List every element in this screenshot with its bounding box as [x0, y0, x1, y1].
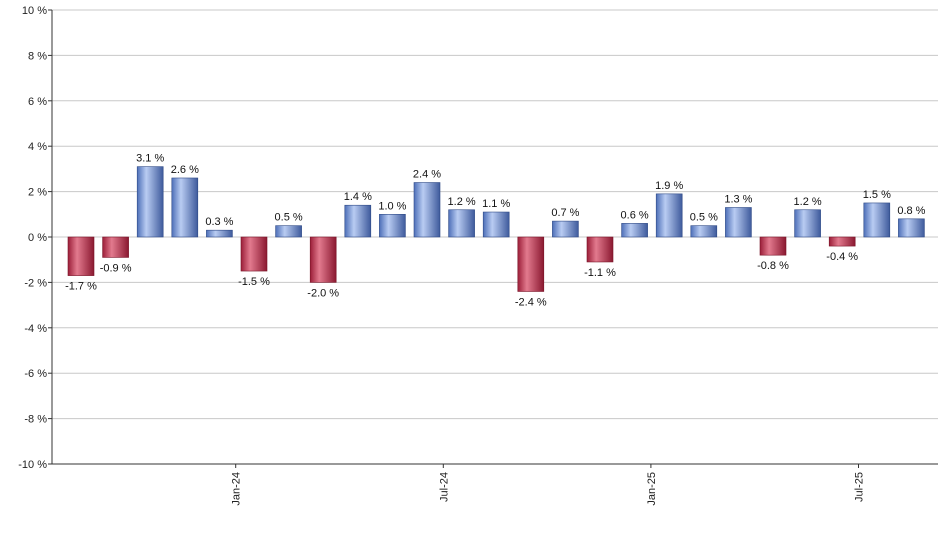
- bar: [413, 182, 441, 238]
- x-tick-label: Jan-24: [231, 472, 243, 506]
- bar: [690, 225, 718, 238]
- bar-data-label: -0.4 %: [826, 251, 858, 263]
- data-labels: -1.7 %-0.9 % 3.1 % 2.6 % 0.3 % -1.5 % 0.5 % -2…: [65, 153, 926, 309]
- bar-data-label: -0.9 %: [100, 262, 132, 274]
- bar: [67, 236, 95, 276]
- x-axis-tick-labels: Jan-24 Jul-24 Jan-25 Jul-25: [231, 472, 866, 506]
- bar-data-label: 0.7 %: [551, 207, 579, 219]
- bar-data-label: 1.5 %: [863, 189, 891, 201]
- y-tick-label: 6 %: [28, 96, 47, 108]
- y-tick-label: 4 %: [28, 141, 47, 153]
- bar: [379, 214, 406, 238]
- bar: [725, 207, 752, 238]
- bar-data-label: -1.7 %: [65, 281, 97, 293]
- y-tick-label: 2 %: [28, 187, 47, 199]
- x-tick-label: Jul-24: [438, 472, 450, 502]
- bar-data-label: -2.0 %: [307, 287, 339, 299]
- y-tick-label: -2 %: [24, 277, 47, 289]
- bar: [863, 202, 891, 238]
- bar: [240, 236, 268, 272]
- y-tick-label: 8 %: [28, 50, 47, 62]
- bar: [898, 218, 925, 238]
- bar: [586, 236, 614, 263]
- y-tick-label: -4 %: [24, 323, 47, 335]
- bar: [448, 209, 475, 238]
- bar-data-label: -1.1 %: [584, 267, 616, 279]
- bar: [206, 229, 233, 238]
- bar-data-label: -0.8 %: [757, 260, 789, 272]
- bar-data-label: 2.4 %: [413, 169, 441, 181]
- y-tick-label: 0 %: [28, 232, 47, 244]
- y-axis-tick-labels: 10 % 8 % 6 % 4 % 2 % 0 % -2 % -4 % -6 % -8 % -10 %: [18, 5, 47, 471]
- y-tick-label: 10 %: [22, 5, 47, 17]
- bar-data-label: -1.5 %: [238, 276, 270, 288]
- bar: [171, 177, 199, 238]
- bar-data-label: 0.6 %: [621, 209, 649, 221]
- bar-data-label: 1.0 %: [378, 200, 406, 212]
- bar: [759, 236, 787, 256]
- bar: [552, 220, 579, 238]
- bar-data-label: 1.2 %: [448, 196, 476, 208]
- bar: [344, 204, 372, 238]
- bar-data-label: 0.8 %: [897, 205, 925, 217]
- bar-data-label: 3.1 %: [136, 153, 164, 165]
- axes: [48, 9, 938, 468]
- bar: [828, 236, 856, 247]
- bar-data-label: 1.1 %: [482, 198, 510, 210]
- x-tick-label: Jul-25: [854, 472, 866, 502]
- bar: [655, 193, 683, 238]
- y-tick-label: -8 %: [24, 414, 47, 426]
- bar: [794, 209, 821, 238]
- y-tick-label: -10 %: [18, 459, 47, 471]
- bar: [309, 236, 337, 283]
- bar: [102, 236, 129, 258]
- bar-data-label: 1.3 %: [724, 193, 752, 205]
- bar-data-label: 1.4 %: [344, 191, 372, 203]
- bar: [482, 211, 510, 238]
- x-tick-label: Jan-25: [646, 472, 658, 506]
- bar-data-label: 0.5 %: [275, 212, 303, 224]
- y-tick-label: -6 %: [24, 368, 47, 380]
- bar-data-label: 0.3 %: [205, 216, 233, 228]
- bar: [621, 223, 648, 238]
- bar-data-label: 0.5 %: [690, 212, 718, 224]
- bar: [275, 225, 302, 238]
- bar-data-label: -2.4 %: [515, 296, 547, 308]
- bars: [67, 166, 925, 292]
- bar: [136, 166, 164, 238]
- bar: [517, 236, 545, 292]
- bar-data-label: 1.2 %: [794, 196, 822, 208]
- bar-data-label: 2.6 %: [171, 164, 199, 176]
- bar-data-label: 1.9 %: [655, 180, 683, 192]
